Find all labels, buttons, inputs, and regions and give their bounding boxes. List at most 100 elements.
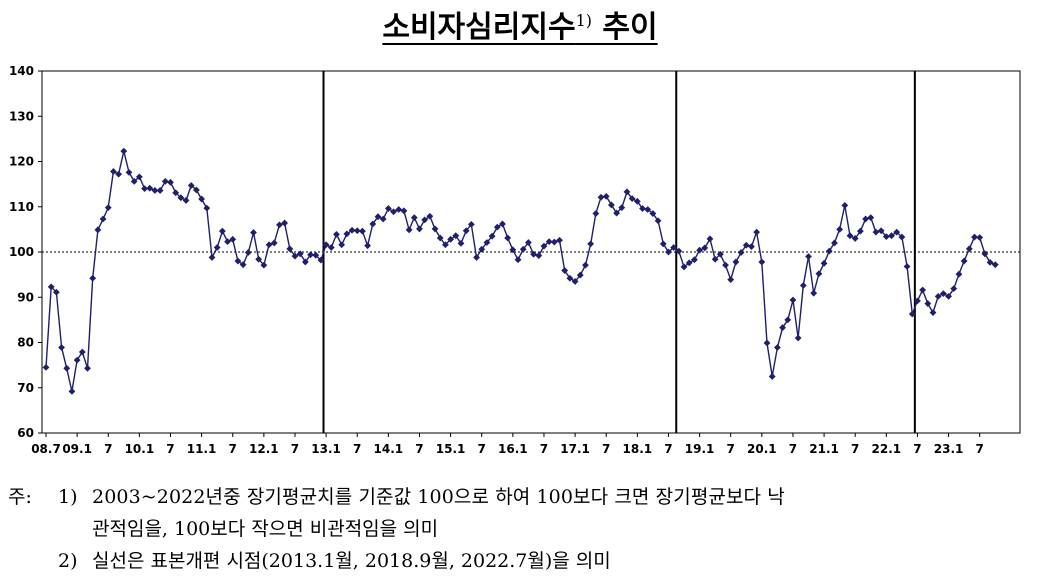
- data-point: [514, 256, 522, 264]
- data-point: [327, 244, 335, 251]
- x-tick-label: 12.1: [249, 442, 279, 456]
- data-point: [644, 206, 652, 213]
- data-point: [239, 261, 247, 269]
- data-point: [125, 168, 133, 176]
- x-tick-label: 7: [540, 442, 548, 456]
- data-point: [47, 283, 55, 291]
- data-point: [374, 213, 382, 221]
- x-tick-label: 18.1: [623, 442, 653, 456]
- data-point: [846, 232, 854, 240]
- x-tick-label: 7: [353, 442, 361, 456]
- data-point: [255, 255, 263, 263]
- data-point: [405, 226, 413, 234]
- data-point: [633, 197, 641, 205]
- data-point: [410, 214, 418, 222]
- data-point: [820, 259, 828, 267]
- chart-title-underlined: 소비자심리지수1) 추이: [382, 10, 657, 45]
- y-tick-label: 120: [9, 155, 34, 169]
- consumer-sentiment-line-chart: 60 70 80 90 100 110 120 130 140 08.7 09.1 7 10.1 7 11.…: [9, 64, 1021, 456]
- y-tick-label: 90: [17, 290, 34, 304]
- data-point: [856, 227, 864, 235]
- data-point: [685, 259, 693, 267]
- data-point: [167, 178, 174, 186]
- data-point: [286, 245, 294, 253]
- data-point: [379, 215, 387, 223]
- data-point: [789, 296, 797, 304]
- data-point: [929, 309, 937, 317]
- data-point: [234, 257, 242, 265]
- x-tick-label: 7: [415, 442, 423, 456]
- data-point: [618, 204, 626, 212]
- data-point: [110, 168, 117, 175]
- data-point: [753, 228, 761, 236]
- data-point: [78, 348, 86, 356]
- data-point: [151, 187, 159, 194]
- data-point: [784, 316, 792, 324]
- data-point: [898, 233, 906, 241]
- data-point: [867, 214, 875, 222]
- data-point: [436, 234, 444, 242]
- data-point: [639, 205, 646, 212]
- data-point: [919, 286, 927, 294]
- data-point: [550, 238, 558, 246]
- data-point: [462, 227, 470, 235]
- data-point: [945, 292, 952, 300]
- x-tick-label: 7: [913, 442, 921, 456]
- data-point: [270, 239, 278, 247]
- data-point: [732, 258, 740, 266]
- data-point: [628, 195, 636, 203]
- title-footnote-mark: 1): [575, 11, 592, 30]
- data-point: [623, 188, 631, 196]
- data-point: [353, 227, 361, 235]
- data-point: [104, 204, 112, 212]
- data-point: [675, 247, 683, 255]
- footnote-1-number: 1): [58, 486, 78, 508]
- data-point: [312, 251, 320, 259]
- data-point: [768, 373, 776, 380]
- data-point: [115, 170, 123, 178]
- data-point: [276, 221, 283, 229]
- data-point: [872, 228, 880, 236]
- y-tick-label: 140: [9, 64, 34, 78]
- data-point: [540, 242, 548, 250]
- x-tick-label: 20.1: [747, 442, 777, 456]
- data-point: [89, 274, 97, 282]
- x-tick-label: 10.1: [125, 442, 155, 456]
- data-point: [566, 274, 574, 282]
- x-tick-label: 08.7: [31, 442, 61, 456]
- data-point: [763, 339, 771, 347]
- data-point: [561, 267, 569, 274]
- x-tick-label: 11.1: [187, 442, 217, 456]
- title-main: 소비자심리지수: [382, 10, 576, 45]
- data-point: [307, 251, 314, 259]
- data-point: [893, 228, 901, 236]
- x-tick-label: 7: [291, 442, 299, 456]
- y-tick-label: 110: [9, 200, 34, 214]
- data-point: [260, 261, 268, 269]
- data-point: [722, 261, 729, 269]
- data-point: [825, 247, 833, 255]
- x-tick-label: 7: [478, 442, 486, 456]
- data-point: [773, 344, 781, 351]
- data-point: [42, 363, 50, 371]
- x-tick-label: 19.1: [685, 442, 715, 456]
- data-point: [359, 227, 366, 235]
- data-point: [836, 225, 844, 233]
- data-point: [63, 364, 71, 372]
- data-point: [172, 189, 180, 197]
- data-point: [556, 236, 563, 244]
- data-point: [602, 192, 610, 200]
- data-point: [960, 257, 968, 265]
- x-tick-label: 14.1: [374, 442, 404, 456]
- data-point: [665, 248, 672, 256]
- data-point: [758, 258, 766, 266]
- data-point: [805, 253, 812, 260]
- data-point: [934, 292, 942, 300]
- data-point: [369, 220, 377, 228]
- data-point: [571, 278, 579, 285]
- x-tick-label: 17.1: [560, 442, 590, 456]
- x-tick-label: 15.1: [436, 442, 466, 456]
- data-point: [135, 173, 143, 181]
- x-tick-label: 09.1: [62, 442, 92, 456]
- x-tick-label: 7: [727, 442, 735, 456]
